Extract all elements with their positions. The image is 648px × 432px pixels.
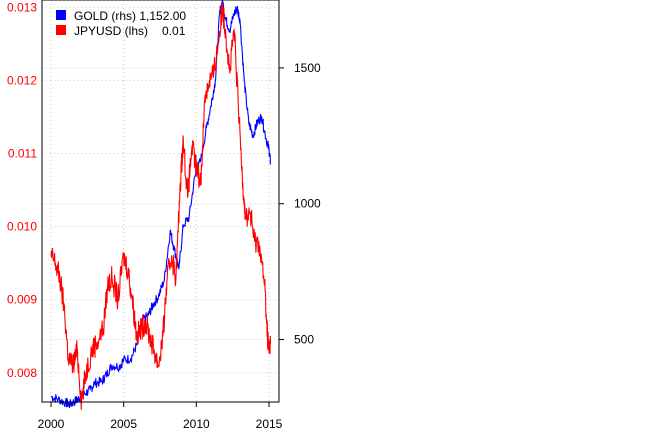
x-tick-label: 2015 xyxy=(256,417,283,431)
legend-swatch-jpyusd xyxy=(56,25,66,35)
x-tick-label: 2010 xyxy=(183,417,210,431)
y-right-tick-label: 1500 xyxy=(294,61,321,75)
y-left-tick-label: 0.012 xyxy=(7,73,37,87)
y-right-tick-label: 500 xyxy=(294,333,314,347)
x-tick-label: 2005 xyxy=(110,417,137,431)
series-lines xyxy=(50,0,272,410)
legend-label-gold: GOLD (rhs) 1,152.00 xyxy=(74,9,186,23)
legend: GOLD (rhs) 1,152.00 JPYUSD (lhs) 0.01 xyxy=(56,9,186,38)
y-left-tick-label: 0.008 xyxy=(7,366,37,380)
y-left-tick-label: 0.013 xyxy=(7,0,37,14)
y-left-tick-label: 0.011 xyxy=(8,146,37,160)
y-left-tick-label: 0.010 xyxy=(7,220,37,234)
axes: 2000 2005 2010 2015 0.008 0.009 0.010 0.011 0.01… xyxy=(7,0,321,431)
plot-frame xyxy=(41,0,280,403)
series-line-jpyusd xyxy=(50,2,272,410)
y-right-tick-label: 1000 xyxy=(294,197,321,211)
legend-swatch-gold xyxy=(56,10,66,20)
grid xyxy=(42,0,279,402)
legend-label-jpyusd: JPYUSD (lhs) 0.01 xyxy=(74,24,186,38)
y-left-tick-label: 0.009 xyxy=(7,293,37,307)
x-tick-label: 2000 xyxy=(38,417,65,431)
